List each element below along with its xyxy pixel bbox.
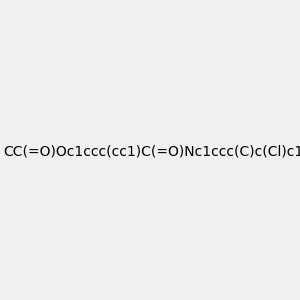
Text: CC(=O)Oc1ccc(cc1)C(=O)Nc1ccc(C)c(Cl)c1: CC(=O)Oc1ccc(cc1)C(=O)Nc1ccc(C)c(Cl)c1 (4, 145, 300, 158)
